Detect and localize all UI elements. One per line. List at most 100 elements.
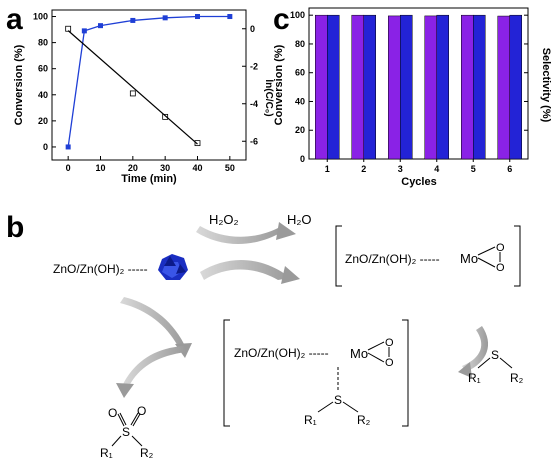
bracket-left-top [335,225,342,287]
panel-c-ytick-label: 80 [295,39,305,49]
curved-arrow-top-right [200,260,290,280]
mo-top-label: Mo [460,251,478,266]
panel-c-ytick-label: 0 [300,154,305,164]
curved-arrow-left-a [120,297,186,350]
r1-sulfone: R₁ [100,446,113,460]
panel-a-conversion-point [81,28,87,34]
panel-c-selectivity-bar [473,14,486,160]
panel-a-ln-point [129,90,136,97]
panel-a-yleft-tick-label: 0 [43,142,48,152]
o-mid-2: O [385,357,394,369]
peroxo-complex-middle: ZnO/Zn(OH)₂ ----- Mo O O S R₁ R₂ [223,319,409,427]
o-sulfone-1: O [108,406,117,420]
panel-a-yleft-tick-label: 20 [38,116,48,126]
curved-arrow-top-left [196,226,282,244]
panel-a-conversion-point [195,14,200,20]
peroxo-complex-top: ZnO/Zn(OH)₂ ----- Mo O O [335,225,521,287]
panel-a-conversion-point [130,17,136,23]
panel-a-xlabel: Time (min) [121,173,177,185]
arrowhead-left-b [116,383,134,398]
panel-c-selectivity-bar [363,14,376,160]
curved-arrow-left-b [122,346,186,388]
panel-a-frame [51,9,247,161]
panel-c-selectivity-bar [509,14,522,160]
sulfide-structure: S R₁ R₂ [468,348,524,385]
panel-c-xtick-label: 4 [434,164,439,174]
s-sulfone: S [122,425,130,439]
support-peroxo-mid-label: ZnO/Zn(OH)₂ ----- [234,346,329,360]
mo-mid-label: Mo [350,346,368,361]
bracket-right-top [514,225,521,287]
panel-a-fit-line [67,30,198,145]
panel-a-xtick-label: 30 [160,163,170,173]
panel-a-conversion-line [67,15,230,148]
arrowhead-right [458,362,472,378]
panel-c-ytick-label: 60 [295,68,305,78]
panel-a-yright-tick-label: -2 [250,61,258,71]
scheme-top-arrows [196,222,300,284]
r1-right: R₁ [468,371,481,385]
s-mid: S [334,393,342,407]
r2-sulfone: R₂ [140,446,154,460]
panel-c-xlabel: Cycles [401,176,436,188]
panel-a-conversion-point [98,23,103,29]
bracket-left-mid [223,319,230,427]
panel-c-conversion-bar [424,15,437,160]
panel-b-letter: b [6,211,24,244]
panel-a-yleft-tick-label: 80 [38,38,48,48]
o-sulfone-2: O [137,404,146,418]
panel-a-yright-tick-label: -4 [250,99,258,109]
support-peroxo-top-label: ZnO/Zn(OH)₂ ----- [345,252,440,266]
panel-c-conversion-bar [388,15,401,160]
panel-a-yleft-tick-label: 60 [38,64,48,74]
panel-c-xtick-label: 2 [361,164,366,174]
panel-c-letter: c [273,3,290,36]
panel-c-selectivity-bar [400,14,413,160]
panel-c-ylabel-left: Conversion (%) [273,44,285,125]
panel-a-yleft-tick-label: 40 [38,90,48,100]
curved-arrow-right [462,326,489,372]
panel-c-ylabel-right: Selectivity (%) [540,48,552,123]
panel-a-ylabel-right: ln(C/C₀) [263,79,274,116]
panel-a-xtick-label: 40 [192,163,202,173]
panel-c-xtick-label: 6 [507,164,512,174]
panel-a-conversion-point [227,14,233,20]
r2-mid: R₂ [357,413,371,427]
panel-c-selectivity-bar [436,14,449,160]
panel-a-conversion-point [162,15,168,21]
r1-mid: R₁ [304,413,317,427]
panel-c-chart: 0 20 40 60 80 100 1 2 3 4 5 6 Cycles Conversion (%)… [273,7,552,188]
panel-a-yright-tick-label: -6 [250,136,258,146]
r2-right: R₂ [510,371,524,385]
scheme-left-arrows [116,297,192,398]
scheme-right-arrow [458,326,489,378]
panel-a-ln-point [162,113,169,120]
panel-a-ln-point [65,25,72,32]
panel-a-ylabel-left: Conversion (%) [13,44,25,125]
catalyst-support-label: ZnO/Zn(OH)₂ ----- [53,262,148,276]
panel-a-conversion-point [65,144,71,150]
arrowhead-bottom [281,266,300,284]
panel-c-xtick-label: 3 [398,164,403,174]
panel-a-letter: a [6,3,23,36]
panel-c-ytick-label: 20 [295,125,305,135]
arrowhead-top [276,222,296,240]
panel-c-conversion-bar [497,15,510,160]
panel-c-frame [308,7,529,160]
panel-a-xtick-label: 20 [128,163,138,173]
panel-c-conversion-bar [315,14,328,160]
panel-a-yleft-tick-label: 100 [33,12,48,22]
h2o-label: H₂O [287,212,312,227]
panel-c-conversion-bar [351,14,364,160]
polyoxometalate-icon [158,254,188,280]
panel-a-xtick-label: 50 [225,163,235,173]
s-right: S [491,348,499,362]
o-mid-1: O [385,337,394,349]
o-top-2: O [496,262,505,274]
panel-a-yright-tick-label: 0 [250,24,255,34]
panel-a-xtick-label: 0 [66,163,71,173]
panel-c-xtick-label: 5 [471,164,476,174]
panel-a-ln-point [194,140,201,147]
sulfone-structure: O O S R₁ R₂ [100,404,154,460]
